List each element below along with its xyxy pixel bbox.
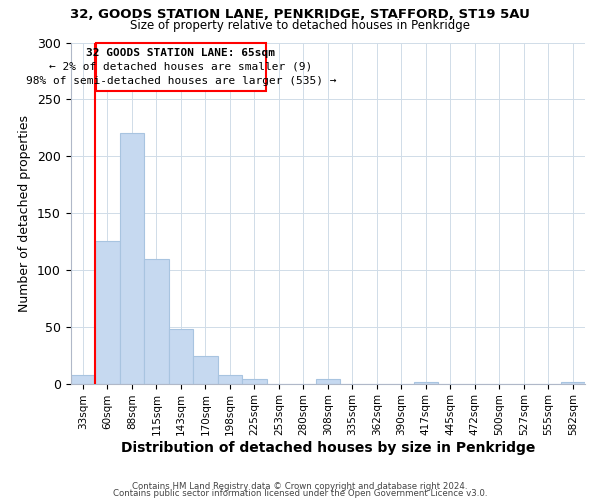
Text: Contains HM Land Registry data © Crown copyright and database right 2024.: Contains HM Land Registry data © Crown c… xyxy=(132,482,468,491)
Bar xyxy=(218,374,242,384)
Bar xyxy=(560,382,585,384)
Bar xyxy=(144,258,169,384)
Y-axis label: Number of detached properties: Number of detached properties xyxy=(19,114,31,312)
Bar xyxy=(95,242,119,384)
Text: 32, GOODS STATION LANE, PENKRIDGE, STAFFORD, ST19 5AU: 32, GOODS STATION LANE, PENKRIDGE, STAFF… xyxy=(70,8,530,20)
Text: ← 2% of detached houses are smaller (9): ← 2% of detached houses are smaller (9) xyxy=(49,62,313,72)
Bar xyxy=(242,379,266,384)
Bar xyxy=(193,356,218,384)
Text: Size of property relative to detached houses in Penkridge: Size of property relative to detached ho… xyxy=(130,18,470,32)
Text: 32 GOODS STATION LANE: 65sqm: 32 GOODS STATION LANE: 65sqm xyxy=(86,48,275,58)
Bar xyxy=(71,374,95,384)
Text: 98% of semi-detached houses are larger (535) →: 98% of semi-detached houses are larger (… xyxy=(26,76,336,86)
X-axis label: Distribution of detached houses by size in Penkridge: Distribution of detached houses by size … xyxy=(121,441,535,455)
FancyBboxPatch shape xyxy=(95,42,266,92)
Bar xyxy=(169,329,193,384)
Bar xyxy=(316,379,340,384)
Bar xyxy=(119,134,144,384)
Bar xyxy=(413,382,438,384)
Text: Contains public sector information licensed under the Open Government Licence v3: Contains public sector information licen… xyxy=(113,490,487,498)
